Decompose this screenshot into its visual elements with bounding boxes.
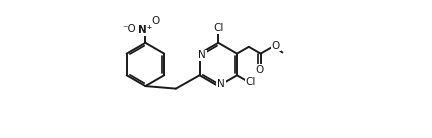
Text: O: O	[255, 65, 264, 75]
Text: Cl: Cl	[246, 77, 256, 87]
Text: N⁺: N⁺	[138, 25, 152, 35]
Text: O: O	[152, 16, 160, 26]
Text: N: N	[198, 51, 206, 60]
Text: O: O	[272, 41, 280, 51]
Text: ⁻O: ⁻O	[122, 24, 136, 34]
Text: N: N	[217, 79, 225, 89]
Text: Cl: Cl	[213, 23, 223, 33]
